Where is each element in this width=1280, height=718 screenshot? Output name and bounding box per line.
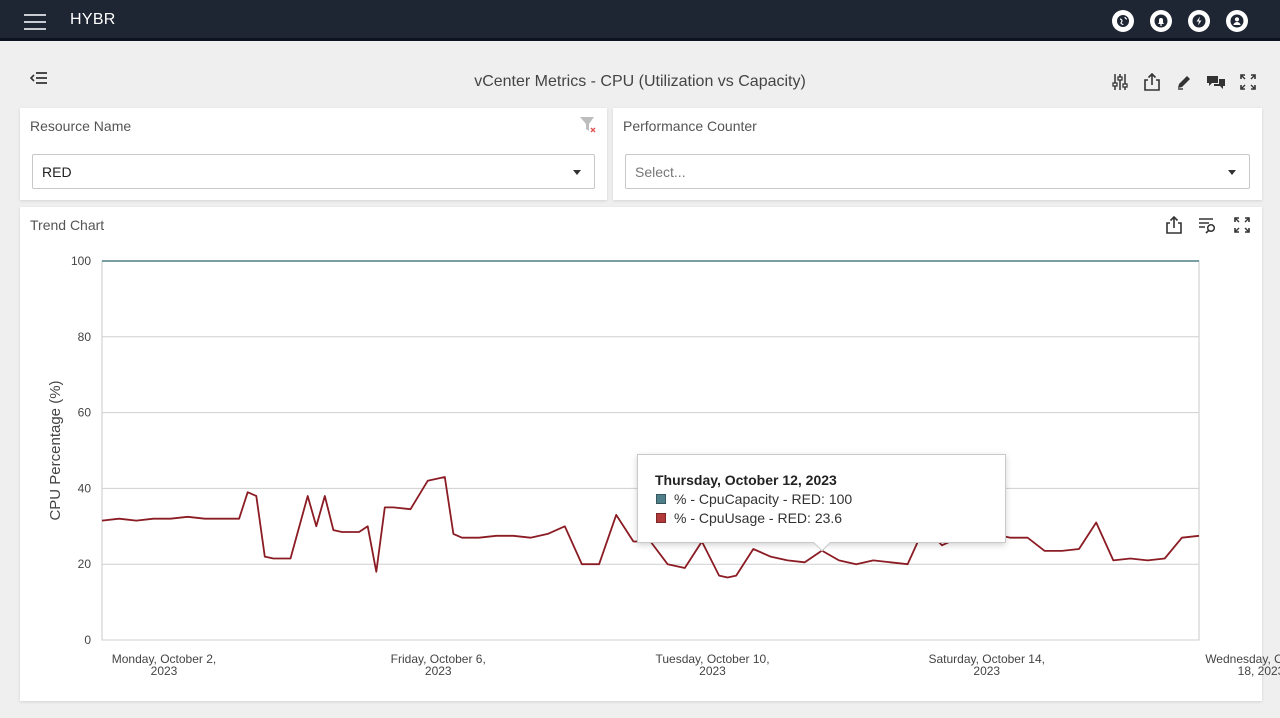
edit-icon[interactable] [1174, 72, 1194, 92]
fullscreen-icon[interactable] [1232, 215, 1252, 235]
user-icon[interactable] [1226, 10, 1248, 32]
page-title: vCenter Metrics - CPU (Utilization vs Ca… [474, 73, 806, 90]
search-filter-icon[interactable] [1198, 215, 1218, 235]
sliders-icon[interactable] [1110, 72, 1130, 92]
chevron-down-icon [1228, 170, 1236, 175]
globe-icon[interactable] [1112, 10, 1134, 32]
back-list-icon[interactable] [29, 70, 50, 86]
comments-icon[interactable] [1206, 72, 1226, 92]
tooltip-row-capacity: % - CpuCapacity - RED: 100 [656, 491, 852, 507]
clear-filter-icon[interactable] [579, 116, 597, 134]
share-icon[interactable] [1164, 215, 1184, 235]
resource-name-value: RED [42, 164, 72, 180]
bell-icon[interactable] [1150, 10, 1172, 32]
chart-card-title: Trend Chart [30, 217, 105, 233]
performance-counter-placeholder: Select... [635, 164, 686, 180]
tooltip-capacity-text: % - CpuCapacity - RED: 100 [674, 491, 853, 507]
fullscreen-icon[interactable] [1238, 72, 1258, 92]
resource-name-label: Resource Name [30, 118, 132, 134]
capacity-legend-swatch [656, 494, 666, 504]
resource-name-filter-card: Resource Name RED [20, 108, 607, 200]
resource-name-select[interactable]: RED [32, 154, 595, 189]
tooltip-row-usage: % - CpuUsage - RED: 23.6 [656, 510, 842, 526]
usage-legend-swatch [656, 513, 666, 523]
hamburger-menu-icon[interactable] [24, 12, 46, 30]
performance-counter-filter-card: Performance Counter Select... [613, 108, 1262, 200]
tooltip-usage-text: % - CpuUsage - RED: 23.6 [674, 510, 843, 526]
share-icon[interactable] [1142, 72, 1162, 92]
performance-counter-select[interactable]: Select... [625, 154, 1250, 189]
chart-tooltip: Thursday, October 12, 2023 % - CpuCapaci… [637, 454, 1006, 552]
top-navbar: HYBR [0, 0, 1280, 41]
tooltip-date: Thursday, October 12, 2023 [655, 472, 837, 488]
performance-counter-label: Performance Counter [623, 118, 757, 134]
chevron-down-icon [573, 170, 581, 175]
app-brand[interactable]: HYBR [70, 11, 116, 28]
lightning-icon[interactable] [1188, 10, 1210, 32]
